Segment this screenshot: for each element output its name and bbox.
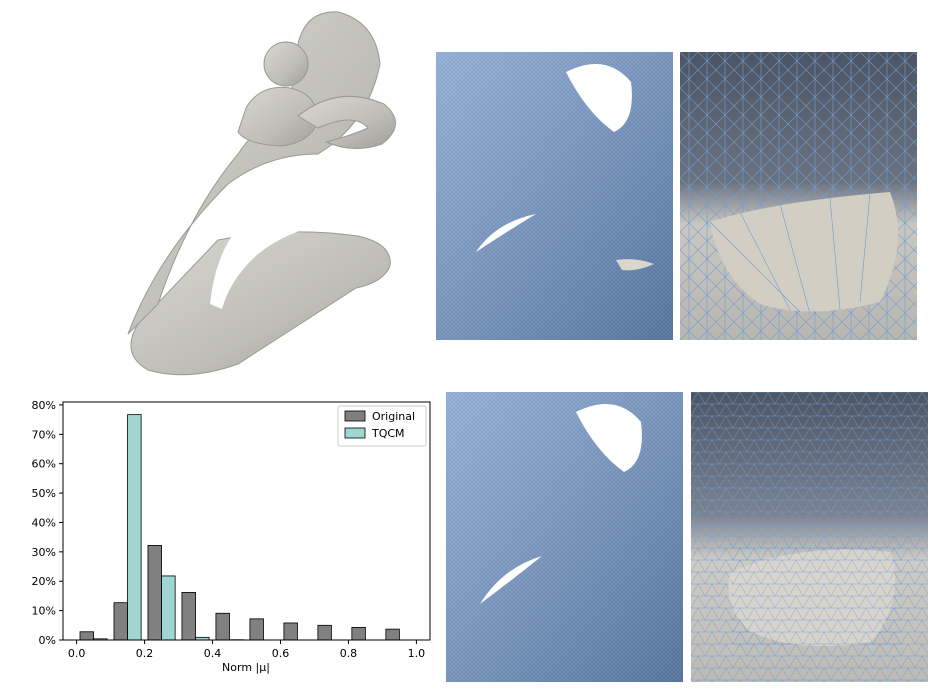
- statue-arch-hole: [210, 199, 328, 309]
- legend: Original TQCM: [337, 405, 427, 447]
- x-axis-ticks: 0.0 0.2 0.4 0.6 0.8 1.0: [68, 640, 425, 660]
- x-tick-label: 0.6: [272, 647, 290, 660]
- x-tick-label: 1.0: [408, 647, 426, 660]
- y-tick-label: 80%: [32, 399, 56, 412]
- y-tick-label: 40%: [32, 516, 56, 529]
- x-tick-label: 0.8: [340, 647, 358, 660]
- y-tick-label: 60%: [32, 458, 56, 471]
- mesh-tqcm-wide-view: [446, 392, 683, 682]
- legend-label-original: Original: [372, 410, 415, 423]
- statue-body-shape: [127, 11, 381, 335]
- statue-child-head: [263, 41, 309, 87]
- legend-swatch-original: [344, 410, 366, 422]
- legend-label-tqcm: TQCM: [371, 427, 405, 440]
- y-tick-label: 50%: [32, 487, 56, 500]
- bar-original-3: [181, 591, 196, 641]
- y-tick-label: 70%: [32, 428, 56, 441]
- histogram-chart: 0%10%20%30%40%50%60%70%80% 0.0 0.2 0.4 0.6 0…: [32, 399, 431, 674]
- mesh-top-wide-gap: [616, 259, 654, 271]
- y-axis-ticks: 0% 10% 20% 30% 40% 50% 60% 70% 80%: [32, 399, 63, 647]
- bar-original-2: [147, 544, 162, 641]
- bar-original-8: [351, 626, 366, 641]
- mesh-original-zoom-view: [680, 52, 917, 340]
- y-tick-label: 20%: [32, 575, 56, 588]
- bar-tqcm-2: [161, 575, 176, 641]
- y-tick-label: 0%: [39, 634, 56, 647]
- x-tick-label: 0.2: [136, 647, 154, 660]
- y-tick-label: 30%: [32, 546, 56, 559]
- mesh-original-wide-view: [436, 52, 673, 340]
- statue-arms-shape: [297, 95, 396, 149]
- histogram-panel: 0% 10% 20% 30% 40% 50% 60% 70% 80% 0.0 0.2 0.4 0.6 0…: [0, 388, 440, 688]
- legend-swatch-tqcm: [344, 427, 366, 439]
- bar-original-1: [113, 602, 128, 641]
- mesh-bot-wide-hole-upper: [576, 404, 642, 472]
- bar-original-0: [79, 631, 94, 641]
- bar-original-5: [249, 618, 264, 641]
- histogram-bars: [79, 414, 400, 641]
- mesh-top-wide-hole-upper: [566, 64, 632, 132]
- plot-frame: [62, 401, 431, 641]
- mesh-tqcm-zoom-view: [691, 392, 928, 682]
- bar-original-7: [317, 624, 332, 641]
- bar-tqcm-1: [127, 414, 142, 641]
- mesh-bot-wide-hole-lower: [480, 556, 542, 604]
- x-tick-label: 0.0: [68, 647, 86, 660]
- bar-original-4: [215, 612, 230, 641]
- mesh-top-zoom-hole-fill: [710, 192, 898, 312]
- bar-original-6: [283, 622, 298, 641]
- y-tick-label: 10%: [32, 605, 56, 618]
- x-axis-label: Norm |μ|: [222, 661, 270, 674]
- statue-base-shape: [130, 231, 391, 376]
- bar-original-9: [385, 628, 400, 641]
- statue-render: [118, 4, 408, 380]
- x-tick-label: 0.4: [204, 647, 222, 660]
